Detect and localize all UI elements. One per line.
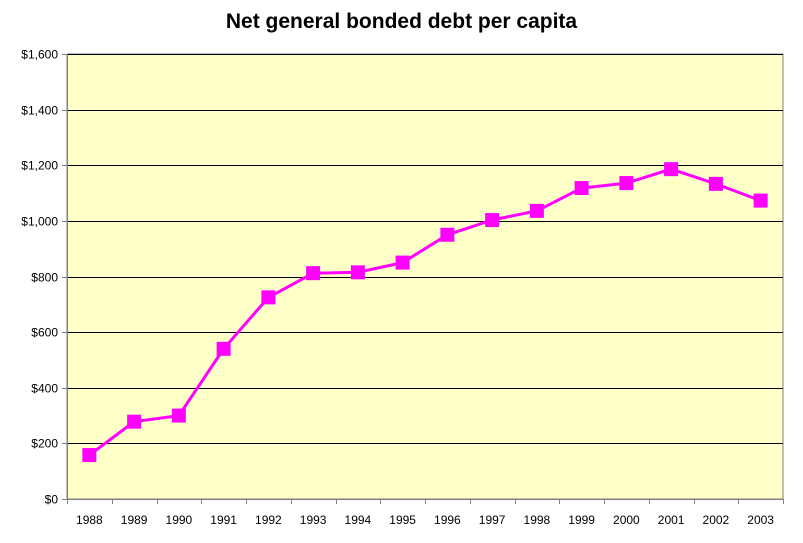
y-tick-label: $1,000: [21, 215, 58, 229]
data-point: [261, 290, 276, 305]
data-point: [664, 162, 679, 177]
y-tick-label: $600: [31, 326, 58, 340]
y-tick-label: $800: [31, 271, 58, 285]
data-point: [529, 203, 544, 218]
x-tick-label: 1997: [479, 513, 506, 527]
data-point: [127, 414, 142, 429]
x-tick-label: 1990: [166, 513, 193, 527]
y-tick-label: $400: [31, 382, 58, 396]
x-tick-label: 1991: [210, 513, 237, 527]
y-tick-label: $0: [45, 493, 59, 507]
x-tick-label: 2000: [613, 513, 640, 527]
data-point: [440, 227, 455, 242]
x-tick-label: 1996: [434, 513, 461, 527]
y-tick-label: $1,400: [21, 104, 58, 118]
x-tick-label: 1993: [300, 513, 327, 527]
x-tick-label: 1998: [524, 513, 551, 527]
y-tick-label: $1,200: [21, 159, 58, 173]
x-tick-label: 2002: [703, 513, 730, 527]
x-tick-label: 1999: [568, 513, 595, 527]
data-point: [306, 266, 321, 281]
x-tick-label: 1989: [121, 513, 148, 527]
y-tick-label: $1,600: [21, 48, 58, 62]
data-point: [171, 408, 186, 423]
x-tick-label: 2003: [747, 513, 774, 527]
x-tick-label: 1994: [345, 513, 372, 527]
data-point: [619, 176, 634, 191]
chart-title: Net general bonded debt per capita: [225, 10, 578, 33]
x-tick-label: 1992: [255, 513, 282, 527]
y-tick-label: $200: [31, 437, 58, 451]
data-point: [485, 213, 500, 228]
x-tick-label: 1995: [389, 513, 416, 527]
data-point: [216, 341, 231, 356]
data-point: [350, 265, 365, 280]
data-point: [82, 448, 97, 463]
data-point: [395, 255, 410, 270]
data-point: [708, 176, 723, 191]
plot-background: [66, 53, 784, 500]
data-point: [753, 193, 768, 208]
series-line: [88, 167, 762, 457]
x-tick-label: 2001: [658, 513, 685, 527]
data-point: [574, 181, 589, 196]
x-tick-label: 1988: [76, 513, 103, 527]
